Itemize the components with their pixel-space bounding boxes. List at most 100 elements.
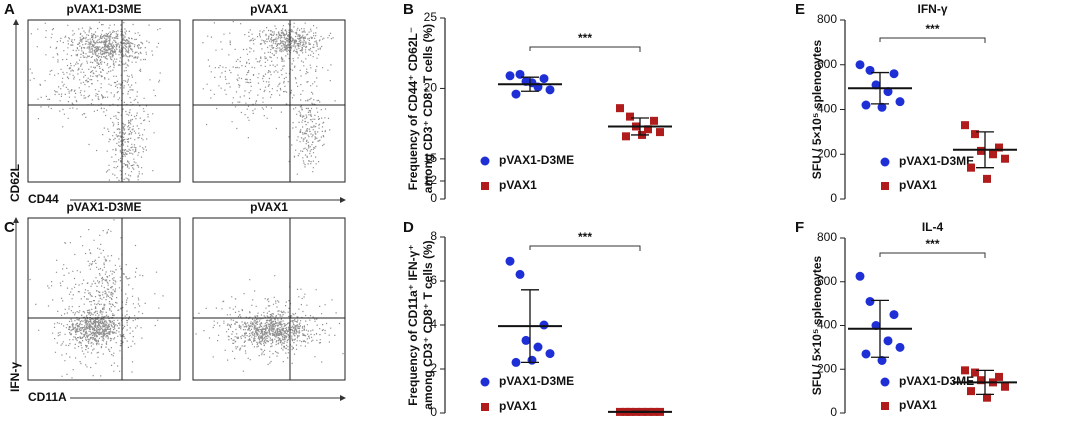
- significance-bracket: [879, 37, 986, 43]
- y-tick-label: 20: [424, 81, 438, 95]
- data-point: [961, 366, 969, 375]
- event-dots: [29, 219, 164, 379]
- y-tick-label: 2: [430, 361, 437, 375]
- data-point: [511, 89, 521, 99]
- data-point: [871, 80, 881, 90]
- y-tick-label: 200: [817, 361, 837, 375]
- sd-bar: [871, 71, 889, 105]
- y-tick-label: 25: [424, 10, 438, 24]
- x-axis-label: CD44: [28, 192, 59, 206]
- y-axis-label: among CD3⁺ CD8⁺ T cells (%): [421, 24, 435, 193]
- data-point: [877, 102, 887, 112]
- data-point: [971, 368, 979, 377]
- y-tick-label: 600: [817, 274, 837, 288]
- legend-label: pVAX1-D3ME: [499, 374, 574, 388]
- legend-label: pVAX1: [499, 399, 537, 413]
- data-point: [983, 393, 991, 402]
- data-point: [967, 163, 975, 172]
- plot-title: pVAX1: [250, 2, 288, 16]
- plot-title: pVAX1: [250, 200, 288, 214]
- data-point: [515, 269, 525, 279]
- legend-label: pVAX1-D3ME: [899, 374, 974, 388]
- data-point: [1001, 382, 1009, 391]
- data-point: [644, 125, 652, 134]
- y-axis-label: Frequency of CD11a⁺ IFN-γ⁺: [406, 244, 420, 405]
- panel-letter: E: [795, 1, 805, 18]
- data-point: [889, 310, 899, 320]
- legend-label: pVAX1-D3ME: [899, 154, 974, 168]
- data-point: [527, 78, 537, 88]
- legend-marker: [480, 156, 490, 166]
- y-tick-label: 0: [430, 191, 437, 205]
- y-axis-label: Frequency of CD44⁺ CD62L⁻: [406, 27, 420, 190]
- panel-letter: D: [403, 219, 414, 236]
- legend-label: pVAX1: [499, 178, 537, 192]
- significance-label: ***: [578, 230, 592, 244]
- data-point: [545, 85, 555, 95]
- sd-bar: [521, 289, 539, 364]
- legend-marker: [881, 402, 889, 410]
- chart-title: IFN-γ: [918, 2, 948, 16]
- significance-bracket: [879, 252, 986, 258]
- data-point: [883, 336, 893, 346]
- plot-title: pVAX1-D3ME: [66, 2, 141, 16]
- data-point: [883, 87, 893, 97]
- y-tick-label: 12: [424, 173, 438, 187]
- data-point: [616, 104, 624, 113]
- y-tick-label: 0: [430, 405, 437, 419]
- data-point: [545, 349, 555, 359]
- significance-bracket: [529, 46, 641, 52]
- sd-bar: [521, 76, 539, 92]
- y-tick-label: 400: [817, 102, 837, 116]
- legend-label: pVAX1-D3ME: [499, 153, 574, 167]
- data-point: [539, 74, 549, 84]
- plot-frame: [27, 19, 181, 183]
- legend-label: pVAX1: [899, 398, 937, 412]
- y-tick-label: 15: [424, 151, 438, 165]
- legend-marker: [880, 377, 890, 387]
- legend-marker: [881, 182, 889, 190]
- y-axis-label: IFN-γ: [8, 362, 22, 392]
- event-dots: [202, 21, 336, 175]
- data-point: [977, 146, 985, 155]
- data-point: [967, 387, 975, 396]
- event-dots: [195, 275, 344, 372]
- plot-frame: [192, 217, 346, 381]
- legend-label: pVAX1: [899, 178, 937, 192]
- data-point: [961, 121, 969, 130]
- y-axis-label: SFU / 5×10⁵ splenocytes: [810, 255, 824, 395]
- event-dots: [29, 21, 161, 182]
- y-tick-label: 8: [430, 229, 437, 243]
- chart-title: IL-4: [922, 220, 944, 234]
- data-point: [889, 69, 899, 79]
- data-point: [989, 150, 997, 159]
- panel-letter: C: [4, 219, 15, 236]
- data-point: [895, 97, 905, 107]
- panel-letter: F: [795, 219, 804, 236]
- data-point: [622, 132, 630, 141]
- sd-bar: [976, 131, 994, 169]
- data-point: [865, 296, 875, 306]
- legend-marker: [480, 377, 490, 387]
- y-tick-label: 0: [830, 405, 837, 419]
- sd-bar: [631, 117, 649, 136]
- data-point: [855, 60, 865, 70]
- data-point: [861, 100, 871, 110]
- data-point: [533, 342, 543, 352]
- data-point: [505, 256, 515, 266]
- significance-label: ***: [925, 237, 939, 251]
- sd-bar: [631, 410, 649, 413]
- data-point: [983, 174, 991, 183]
- y-tick-label: 4: [430, 317, 437, 331]
- data-point: [895, 342, 905, 352]
- data-point: [861, 349, 871, 359]
- y-axis-label: among CD3⁺ CD8⁺ T cells (%): [421, 240, 435, 409]
- y-tick-label: 0: [830, 191, 837, 205]
- plot-frame: [192, 19, 346, 183]
- y-axis-label: SFU / 5×10⁵ splenocytes: [810, 39, 824, 179]
- data-point: [995, 143, 1003, 152]
- y-tick-label: 6: [430, 273, 437, 287]
- significance-label: ***: [925, 22, 939, 36]
- legend-marker: [481, 182, 489, 190]
- legend-marker: [481, 403, 489, 411]
